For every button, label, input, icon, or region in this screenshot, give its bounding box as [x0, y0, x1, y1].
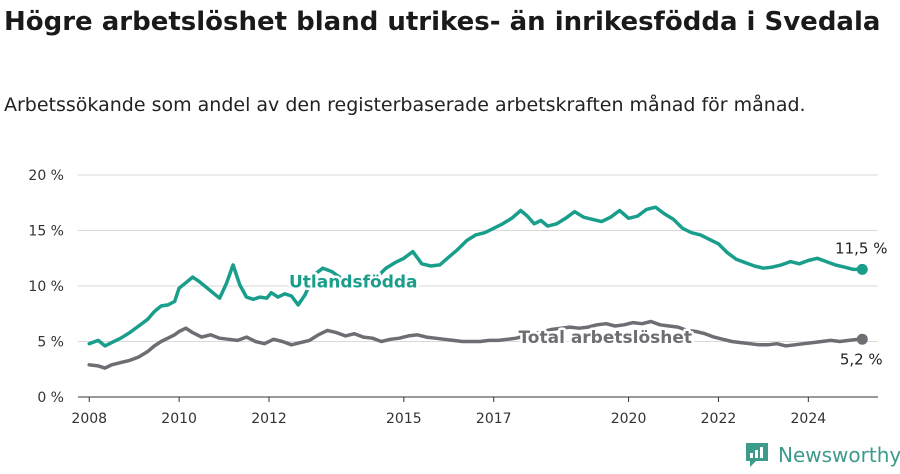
- x-tick-label: 2022: [701, 411, 737, 427]
- x-axis: 2008 2010 2012 2015 2017 2020 2022 2024: [71, 396, 878, 427]
- y-tick-label: 5 %: [37, 335, 64, 351]
- end-point-marker: [856, 263, 868, 275]
- brand-name: Newsworthy: [778, 443, 900, 467]
- x-tick-label: 2008: [71, 411, 107, 427]
- y-axis: 0 % 5 % 10 % 15 % 20 %: [28, 168, 64, 406]
- brand: Newsworthy: [744, 440, 900, 470]
- x-tick-label: 2024: [791, 411, 827, 427]
- chart-subtitle: Arbetssökande som andel av den registerb…: [4, 94, 806, 116]
- x-tick-label: 2010: [161, 411, 197, 427]
- end-point-marker: [856, 333, 868, 345]
- series-labels: 11,5 % 5,2 % Utlandsfödda Total arbetslöshe…: [287, 239, 888, 368]
- gridlines: [78, 174, 878, 342]
- y-tick-label: 10 %: [28, 279, 64, 295]
- foreign-born-line: [87, 205, 865, 348]
- x-tick-label: 2012: [251, 411, 287, 427]
- y-tick-label: 15 %: [28, 224, 64, 240]
- y-tick-label: 0 %: [37, 390, 64, 406]
- x-tick-label: 2017: [476, 411, 512, 427]
- newsworthy-logo-icon: [746, 443, 768, 467]
- y-tick-label: 20 %: [28, 168, 64, 184]
- chart-title: Högre arbetslöshet bland utrikes- än inr…: [4, 7, 881, 37]
- series-lines: [87, 205, 868, 370]
- end-value-label: 11,5 %: [835, 239, 887, 257]
- total-unemployment-line: [87, 319, 865, 370]
- series-name-label: Utlandsfödda: [289, 273, 418, 293]
- x-tick-label: 2015: [386, 411, 422, 427]
- line-chart: 0 %5 %10 %15 %20 % 2008 2010 2012 2015 2017 2…: [28, 168, 888, 427]
- end-value-label: 5,2 %: [840, 350, 883, 368]
- series-name-label: Total arbetslöshet: [518, 328, 692, 348]
- x-tick-label: 2020: [611, 411, 647, 427]
